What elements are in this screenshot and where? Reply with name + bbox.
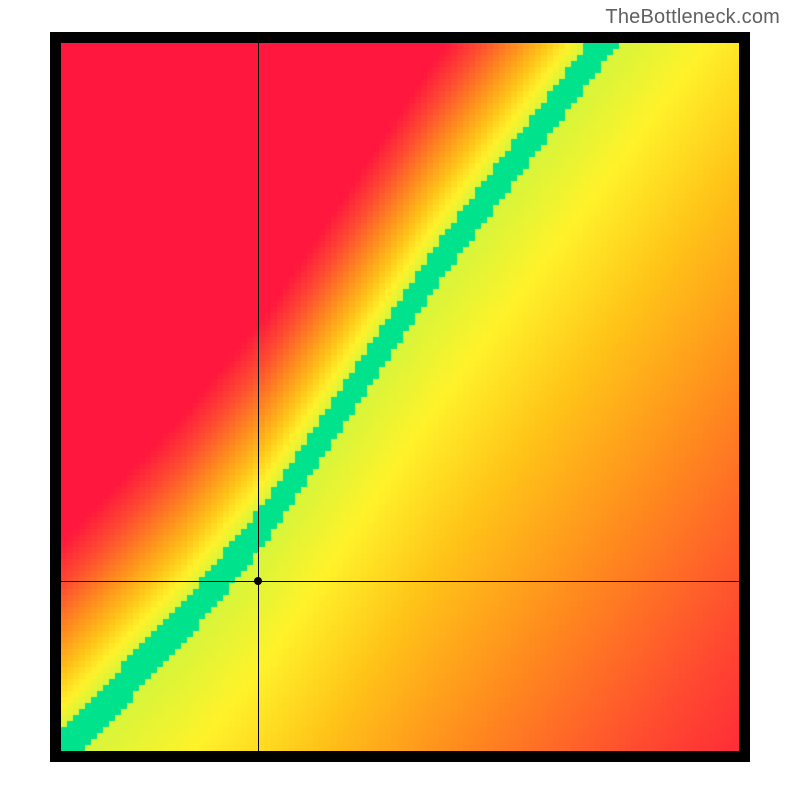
- crosshair-marker: [254, 577, 262, 585]
- crosshair-horizontal: [61, 581, 739, 582]
- heatmap-plot: [50, 32, 750, 762]
- crosshair-vertical: [258, 43, 259, 751]
- heatmap-canvas: [61, 43, 739, 751]
- watermark-text: TheBottleneck.com: [605, 6, 780, 29]
